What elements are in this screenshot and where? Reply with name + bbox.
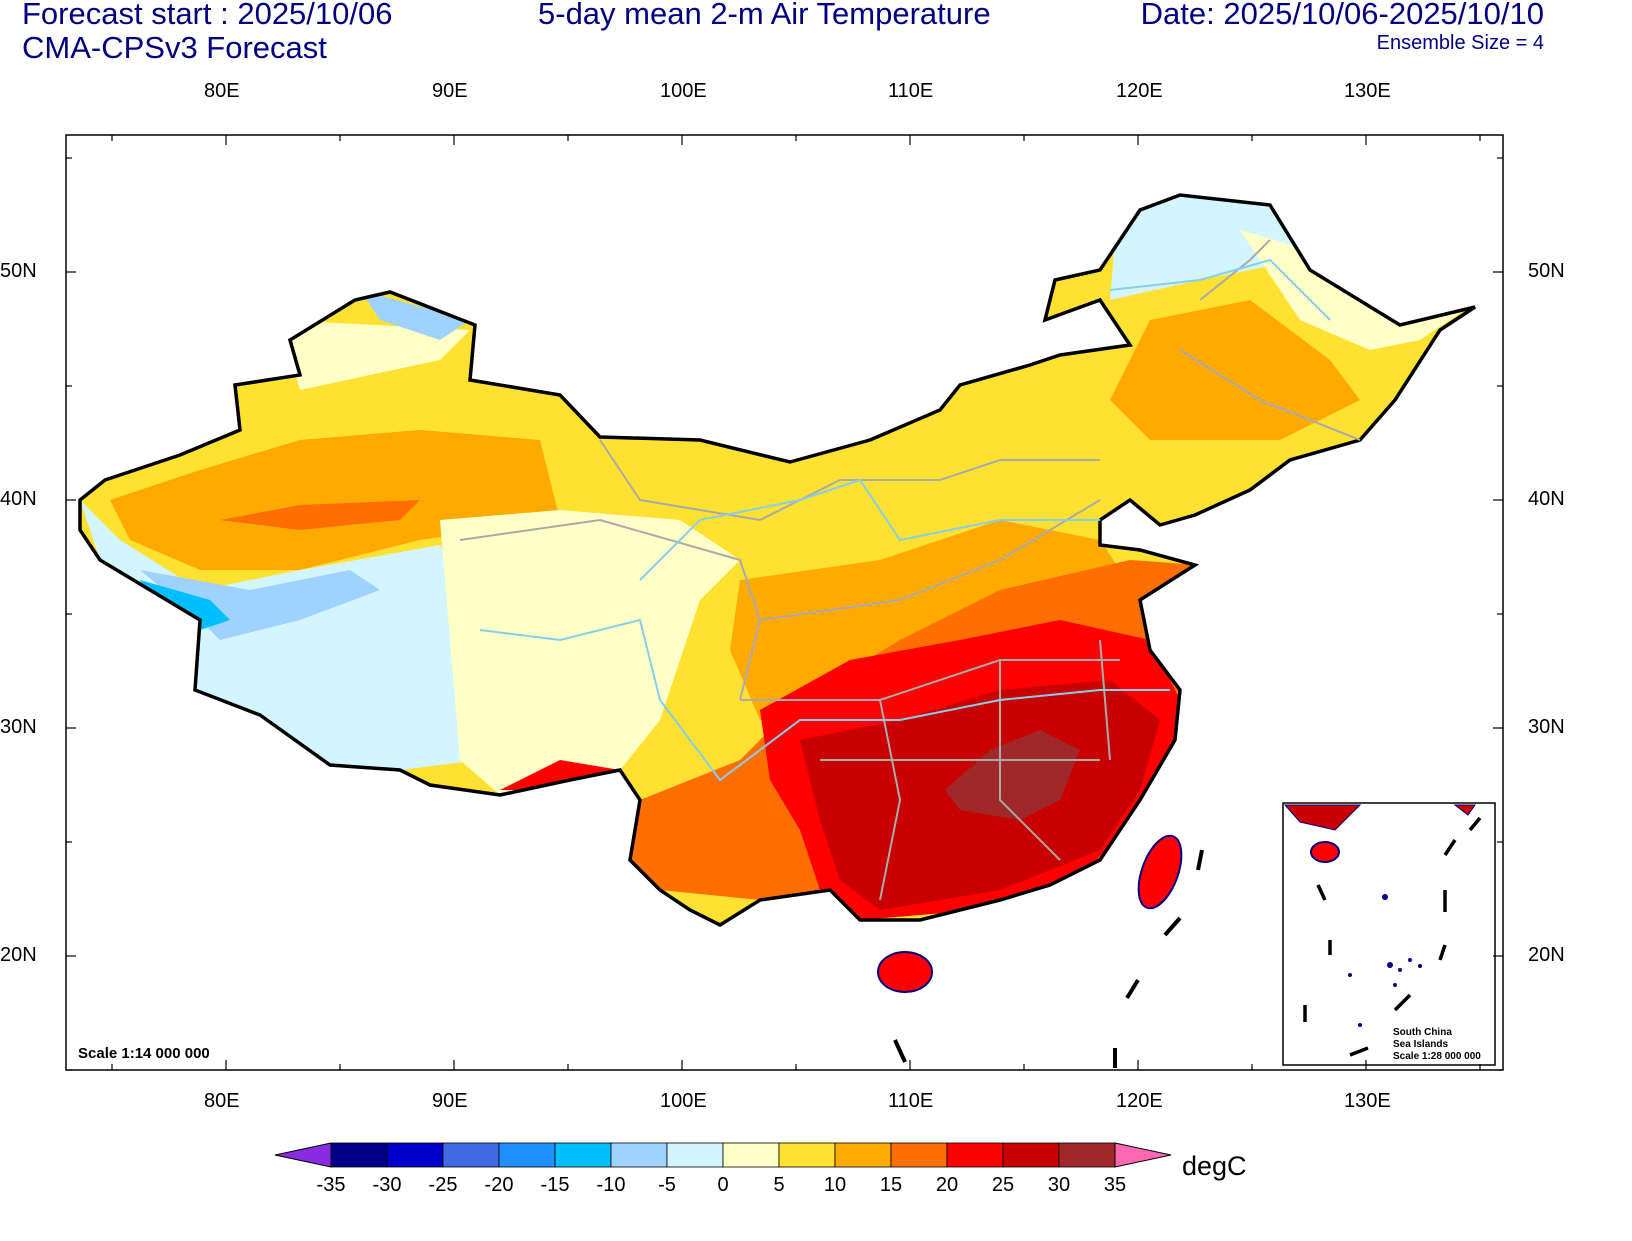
- plot-title: 5-day mean 2-m Air Temperature: [538, 0, 991, 31]
- colorbar-label: -20: [485, 1174, 514, 1196]
- lat-label: 40N: [0, 488, 37, 510]
- colorbar-unit: degC: [1182, 1151, 1247, 1181]
- lon-label: 100E: [660, 1090, 707, 1112]
- colorbar-low-arrow: [274, 1142, 332, 1168]
- colorbar-swatch: [1058, 1142, 1116, 1168]
- model-name: CMA-CPSv3 Forecast: [22, 30, 327, 65]
- lat-label: 20N: [1528, 944, 1565, 966]
- colorbar-label: 30: [1048, 1174, 1070, 1196]
- lon-label: 120E: [1116, 1090, 1163, 1112]
- lon-label: 130E: [1344, 80, 1391, 102]
- colorbar-label: 5: [773, 1174, 784, 1196]
- colorbar-label: 20: [936, 1174, 958, 1196]
- colorbar-label: -35: [317, 1174, 346, 1196]
- lat-label: 20N: [0, 944, 37, 966]
- lon-label: 120E: [1116, 80, 1163, 102]
- map-scale: Scale 1:14 000 000: [78, 1045, 210, 1062]
- colorbar-label: -5: [658, 1174, 676, 1196]
- colorbar-high-arrow: [1114, 1142, 1172, 1168]
- lat-label: 30N: [1528, 716, 1565, 738]
- inset-scale: Scale 1:28 000 000: [1393, 1051, 1481, 1062]
- colorbar-swatch: [1002, 1142, 1060, 1168]
- colorbar-label: -10: [597, 1174, 626, 1196]
- date-range: Date: 2025/10/06-2025/10/10: [1140, 0, 1544, 31]
- colorbar-label: -25: [429, 1174, 458, 1196]
- inset-label-2: Sea Islands: [1393, 1039, 1448, 1050]
- colorbar-label: -15: [541, 1174, 570, 1196]
- lon-label: 90E: [432, 1090, 468, 1112]
- colorbar-swatch: [722, 1142, 780, 1168]
- inset-label-1: South China: [1393, 1027, 1452, 1038]
- taiwan-island: [1137, 834, 1183, 910]
- colorbar-swatch: [666, 1142, 724, 1168]
- lat-label: 30N: [0, 716, 37, 738]
- lon-label: 100E: [660, 80, 707, 102]
- lon-label: 110E: [888, 80, 934, 102]
- rivers: [479, 258, 1331, 782]
- colorbar: -35 -30 -25 -20 -15 -10 -5 0 5 10 15 20 25 30 35: [274, 1142, 1172, 1196]
- colorbar-label: 25: [992, 1174, 1014, 1196]
- colorbar-label: -30: [373, 1174, 402, 1196]
- south-china-sea-inset: South China Sea Islands Scale 1:28 000 0…: [1282, 802, 1496, 1066]
- colorbar-swatch: [778, 1142, 836, 1168]
- colorbar-label: 0: [717, 1174, 728, 1196]
- forecast-start: Forecast start : 2025/10/06: [22, 0, 393, 31]
- lon-label: 90E: [432, 80, 468, 102]
- lon-label: 110E: [888, 1090, 934, 1112]
- ensemble-size: Ensemble Size = 4: [1376, 32, 1544, 54]
- colorbar-swatch: [442, 1142, 500, 1168]
- colorbar-swatch: [610, 1142, 668, 1168]
- colorbar-swatch: [386, 1142, 444, 1168]
- lat-label: 40N: [1528, 488, 1565, 510]
- lon-label: 80E: [204, 1090, 240, 1112]
- colorbar-label: 10: [824, 1174, 846, 1196]
- lat-label: 50N: [1528, 260, 1565, 282]
- lon-label: 130E: [1344, 1090, 1391, 1112]
- lon-label: 80E: [204, 80, 240, 102]
- nine-dash-line: [893, 849, 1204, 1068]
- lat-label: 50N: [0, 260, 37, 282]
- colorbar-swatch: [890, 1142, 948, 1168]
- colorbar-swatch: [834, 1142, 892, 1168]
- colorbar-label: 35: [1104, 1174, 1126, 1196]
- colorbar-swatch: [330, 1142, 388, 1168]
- colorbar-swatch: [946, 1142, 1004, 1168]
- province-borders: [459, 239, 1361, 901]
- colorbar-swatch: [498, 1142, 556, 1168]
- colorbar-label: 15: [880, 1174, 902, 1196]
- colorbar-swatch: [554, 1142, 612, 1168]
- hainan-island: [877, 951, 933, 993]
